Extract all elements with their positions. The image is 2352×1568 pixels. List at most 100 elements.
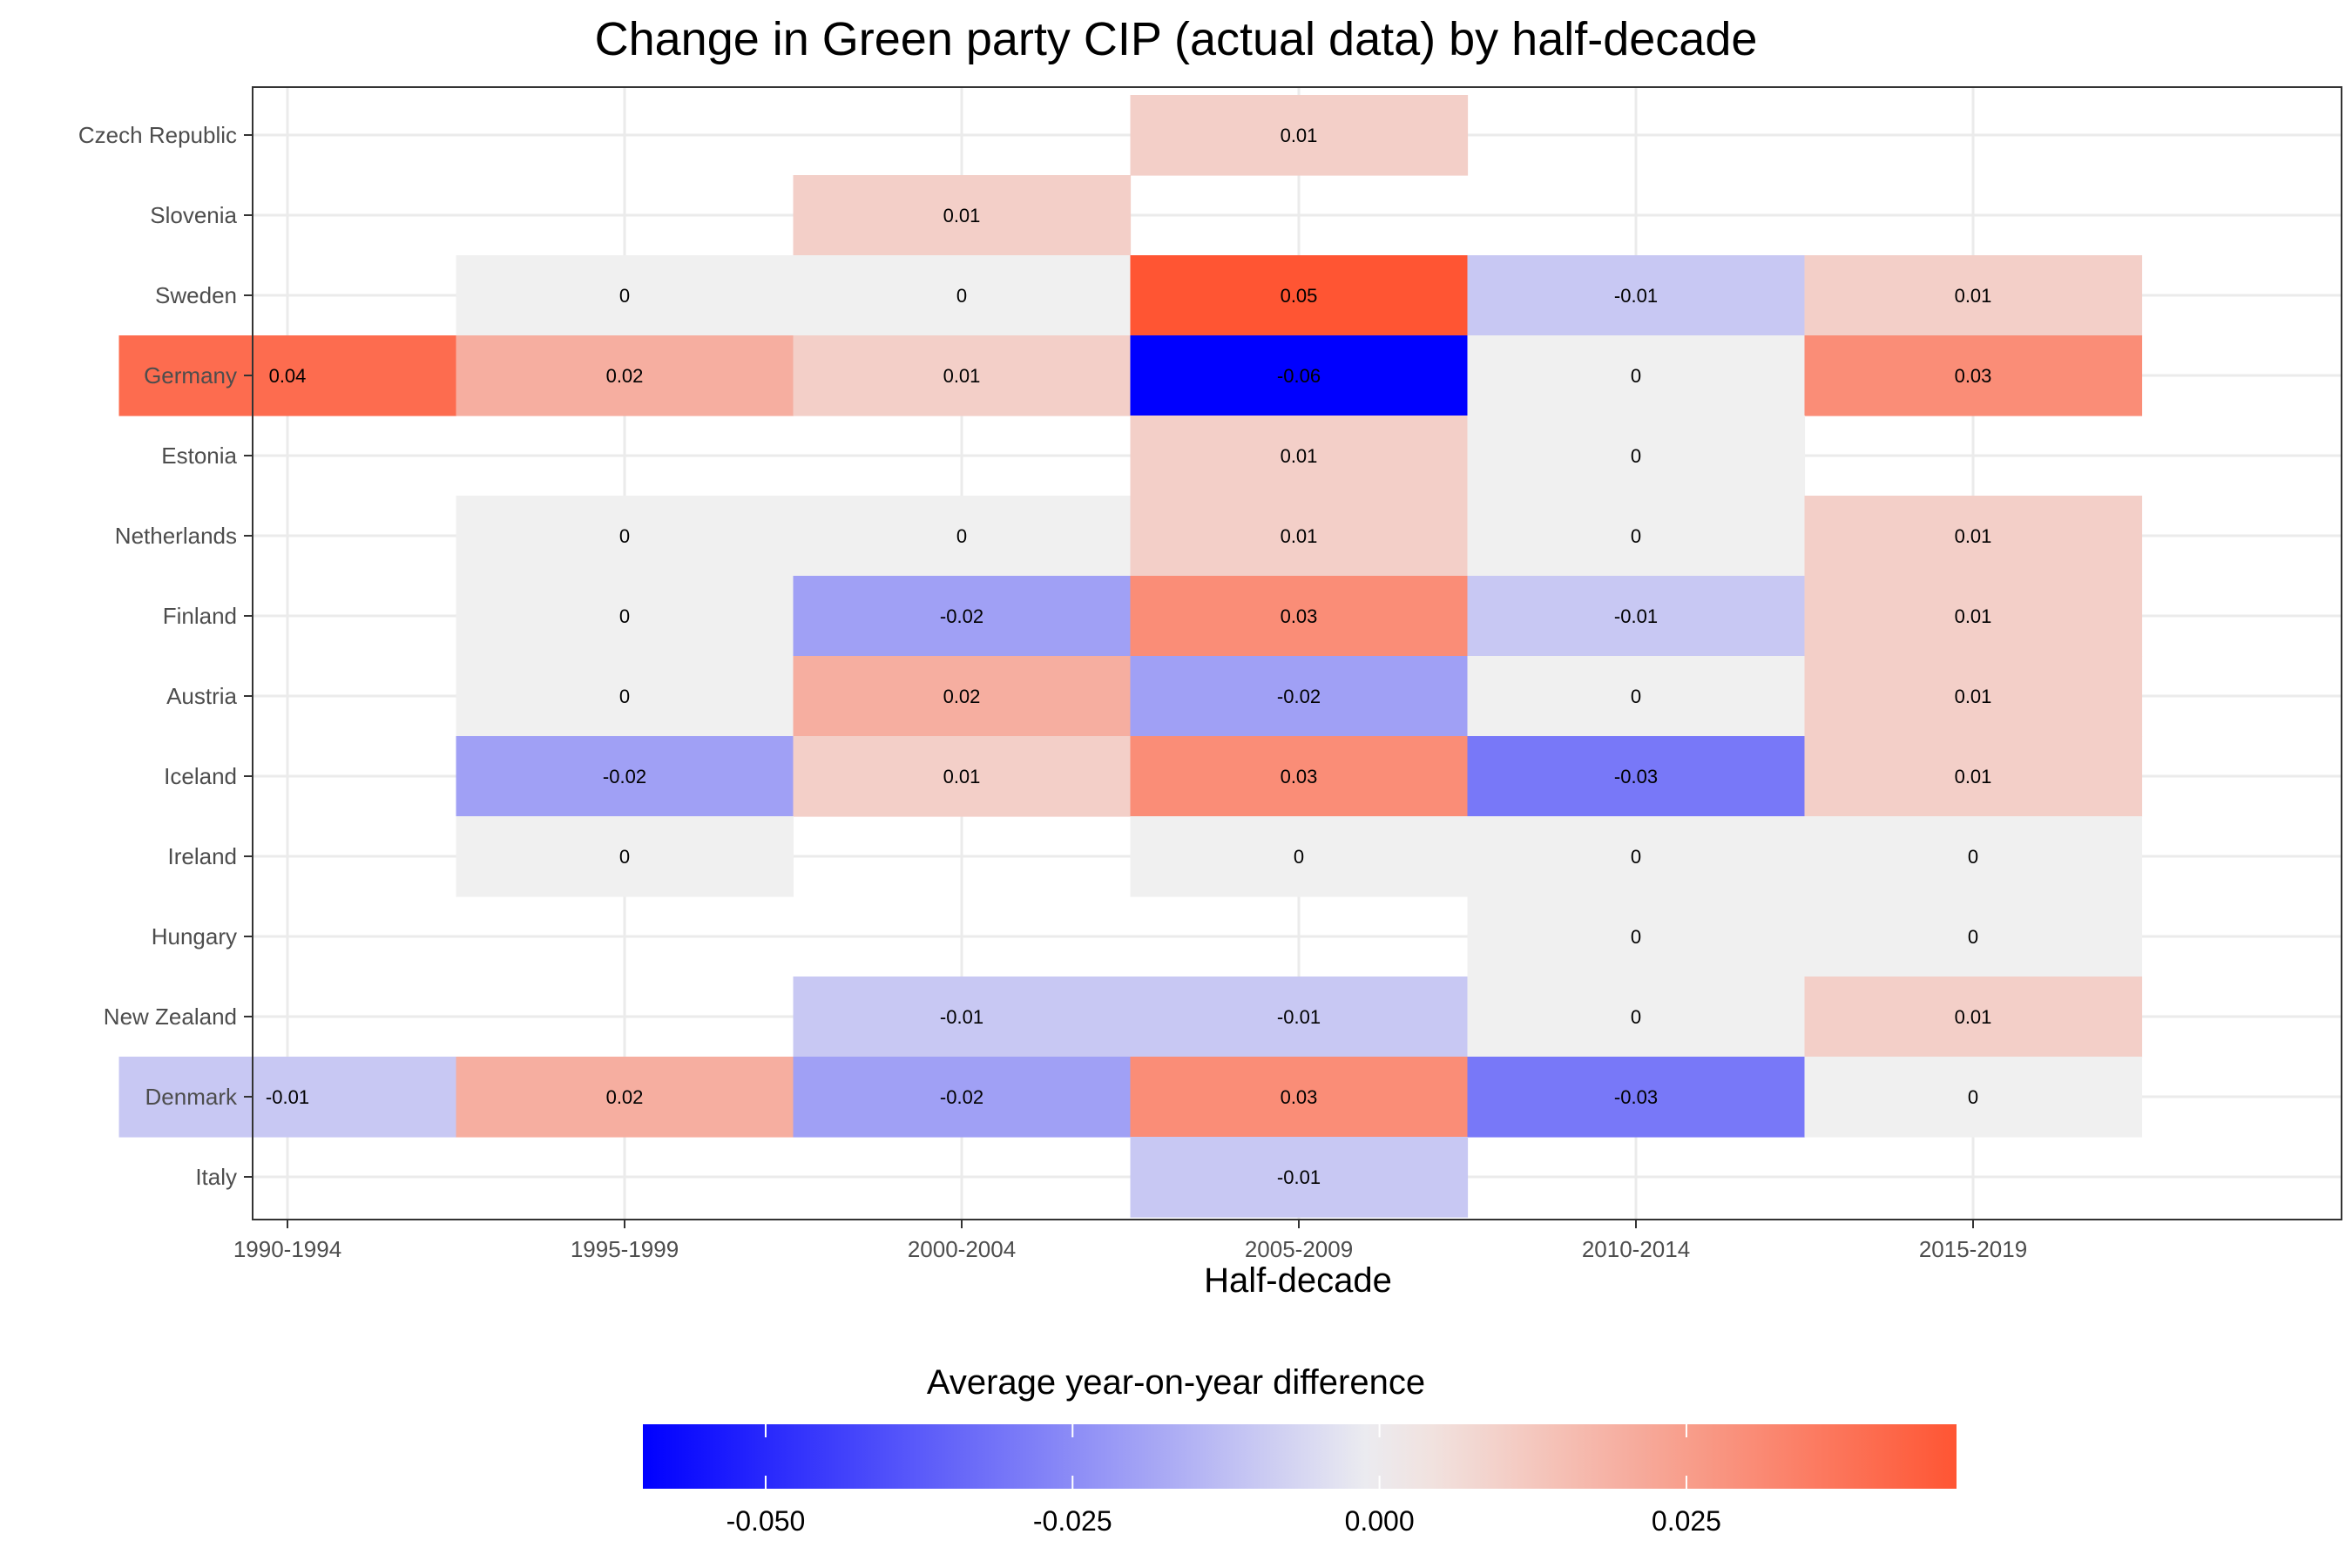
y-tick-label-estonia: Estonia — [161, 443, 237, 469]
tile-label-new-zealand-2015-2019: 0.01 — [1955, 1006, 1992, 1028]
tile-ireland-2005-2009 — [1130, 816, 1469, 897]
tile-finland-2005-2009 — [1130, 576, 1469, 657]
tile-label-denmark-1990-1994: -0.01 — [266, 1086, 309, 1108]
tile-label-finland-2015-2019: 0.01 — [1955, 605, 1992, 627]
tile-label-italy-2005-2009: -0.01 — [1277, 1166, 1321, 1188]
tile-new-zealand-2015-2019 — [1804, 977, 2143, 1058]
tile-germany-2000-2004 — [793, 335, 1132, 416]
y-axis: Czech Republic Slovenia Sweden Germany Eston… — [78, 122, 253, 1190]
tile-sweden-2000-2004 — [793, 255, 1132, 336]
y-tick-label-hungary: Hungary — [152, 923, 237, 950]
tile-labels: 0.01 0.01 0 0 0.05 -0.01 0.01 0.04 0.02 0.01 -0.06… — [266, 125, 1991, 1188]
tile-label-ireland-2015-2019: 0 — [1968, 846, 1978, 868]
tile-label-sweden-2015-2019: 0.01 — [1955, 285, 1992, 307]
tile-label-germany-2005-2009: -0.06 — [1277, 365, 1321, 387]
tile-netherlands-1995-1999 — [456, 496, 794, 577]
tile-netherlands-2010-2014 — [1467, 496, 1806, 577]
legend: -0.050 -0.025 0.000 0.025 — [643, 1424, 1957, 1537]
tile-italy-2005-2009 — [1130, 1137, 1469, 1218]
x-axis-title: Half-decade — [1204, 1261, 1392, 1300]
y-tick-label-ireland: Ireland — [168, 843, 238, 869]
tile-denmark-2005-2009 — [1130, 1057, 1469, 1138]
tile-label-new-zealand-2010-2014: 0 — [1631, 1006, 1641, 1028]
x-tick-label-2000-2004: 2000-2004 — [908, 1236, 1016, 1262]
tile-ireland-2010-2014 — [1467, 816, 1806, 897]
y-tick-label-sweden: Sweden — [155, 282, 237, 308]
y-tick-label-austria: Austria — [166, 683, 237, 709]
tile-denmark-2000-2004 — [793, 1057, 1132, 1138]
y-tick-label-slovenia: Slovenia — [150, 202, 237, 228]
tile-iceland-2005-2009 — [1130, 736, 1469, 817]
tile-label-austria-2010-2014: 0 — [1631, 686, 1641, 707]
tile-label-netherlands-2010-2014: 0 — [1631, 525, 1641, 547]
tile-label-iceland-1995-1999: -0.02 — [603, 766, 646, 787]
tile-iceland-2010-2014 — [1467, 736, 1806, 817]
tile-label-netherlands-2005-2009: 0.01 — [1281, 525, 1318, 547]
y-tick-label-netherlands: Netherlands — [115, 523, 237, 549]
tile-label-hungary-2015-2019: 0 — [1968, 926, 1978, 948]
tile-label-denmark-2005-2009: 0.03 — [1281, 1086, 1318, 1108]
tile-denmark-2010-2014 — [1467, 1057, 1806, 1138]
y-tick-label-new-zealand: New Zealand — [104, 1004, 237, 1030]
tile-label-sweden-1995-1999: 0 — [619, 285, 630, 307]
legend-title: Average year-on-year difference — [926, 1363, 1426, 1402]
tile-label-sweden-2000-2004: 0 — [956, 285, 967, 307]
tile-label-iceland-2000-2004: 0.01 — [943, 766, 981, 787]
tile-netherlands-2000-2004 — [793, 496, 1132, 577]
tile-label-denmark-2010-2014: -0.03 — [1614, 1086, 1658, 1108]
tile-germany-2015-2019 — [1804, 335, 2143, 416]
tile-austria-2000-2004 — [793, 656, 1132, 737]
tile-label-germany-1995-1999: 0.02 — [606, 365, 644, 387]
tile-label-slovenia-2000-2004: 0.01 — [943, 205, 981, 226]
tile-label-finland-2000-2004: -0.02 — [940, 605, 983, 627]
tile-label-netherlands-2015-2019: 0.01 — [1955, 525, 1992, 547]
x-tick-label-2015-2019: 2015-2019 — [1919, 1236, 2027, 1262]
legend-tick-label-1: -0.025 — [1033, 1505, 1112, 1537]
tile-estonia-2010-2014 — [1467, 416, 1806, 497]
x-tick-label-1990-1994: 1990-1994 — [233, 1236, 341, 1262]
tile-czech-republic-2005-2009 — [1130, 95, 1469, 176]
tile-label-czech-republic-2005-2009: 0.01 — [1281, 125, 1318, 146]
tile-label-denmark-1995-1999: 0.02 — [606, 1086, 644, 1108]
tile-new-zealand-2005-2009 — [1130, 977, 1469, 1058]
tile-finland-2000-2004 — [793, 576, 1132, 657]
tile-sweden-2010-2014 — [1467, 255, 1806, 336]
tile-austria-2010-2014 — [1467, 656, 1806, 737]
tile-label-austria-2000-2004: 0.02 — [943, 686, 981, 707]
x-tick-label-2005-2009: 2005-2009 — [1245, 1236, 1353, 1262]
tile-finland-1995-1999 — [456, 576, 794, 657]
tile-label-iceland-2010-2014: -0.03 — [1614, 766, 1658, 787]
tile-austria-1995-1999 — [456, 656, 794, 737]
tile-estonia-2005-2009 — [1130, 416, 1469, 497]
tile-germany-2005-2009 — [1130, 335, 1469, 416]
tile-label-denmark-2015-2019: 0 — [1968, 1086, 1978, 1108]
tile-finland-2015-2019 — [1804, 576, 2143, 657]
tile-iceland-1995-1999 — [456, 736, 794, 817]
tile-label-finland-1995-1999: 0 — [619, 605, 630, 627]
tile-hungary-2015-2019 — [1804, 896, 2143, 977]
tile-germany-1990-1994 — [118, 335, 457, 416]
tile-new-zealand-2000-2004 — [793, 977, 1132, 1058]
legend-tick-label-0: -0.050 — [727, 1505, 806, 1537]
tile-netherlands-2015-2019 — [1804, 496, 2143, 577]
tile-label-new-zealand-2000-2004: -0.01 — [940, 1006, 983, 1028]
tile-label-estonia-2005-2009: 0.01 — [1281, 445, 1318, 467]
y-tick-label-denmark: Denmark — [145, 1084, 238, 1110]
y-tick-label-finland: Finland — [163, 603, 237, 629]
legend-colorbar — [643, 1424, 1957, 1489]
tile-austria-2005-2009 — [1130, 656, 1469, 737]
tile-label-sweden-2010-2014: -0.01 — [1614, 285, 1658, 307]
tile-germany-1995-1999 — [456, 335, 794, 416]
tile-label-ireland-1995-1999: 0 — [619, 846, 630, 868]
tile-slovenia-2000-2004 — [793, 175, 1132, 256]
tile-ireland-1995-1999 — [456, 816, 794, 897]
tile-label-austria-2005-2009: -0.02 — [1277, 686, 1321, 707]
tile-label-finland-2010-2014: -0.01 — [1614, 605, 1658, 627]
tile-label-germany-1990-1994: 0.04 — [269, 365, 307, 387]
tile-iceland-2000-2004 — [793, 736, 1132, 817]
tile-sweden-1995-1999 — [456, 255, 794, 336]
legend-tick-label-2: 0.000 — [1345, 1505, 1415, 1537]
tile-label-ireland-2010-2014: 0 — [1631, 846, 1641, 868]
tile-austria-2015-2019 — [1804, 656, 2143, 737]
